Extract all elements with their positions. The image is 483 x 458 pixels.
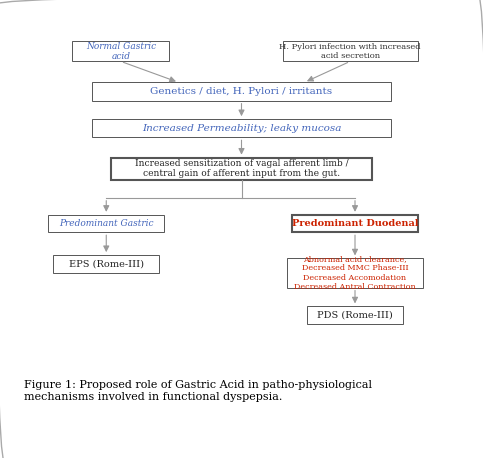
FancyBboxPatch shape [53, 255, 159, 273]
FancyBboxPatch shape [307, 306, 403, 324]
Text: Normal Gastric
acid: Normal Gastric acid [85, 42, 156, 61]
FancyBboxPatch shape [48, 215, 164, 232]
Text: Abnormal acid clearance,
Decreased MMC Phase-III
Decreased Accomodation
Decrease: Abnormal acid clearance, Decreased MMC P… [294, 255, 416, 291]
Text: Predominant Duodenal: Predominant Duodenal [292, 219, 418, 228]
Text: H. Pylori infection with increased
acid secretion: H. Pylori infection with increased acid … [279, 43, 421, 60]
FancyBboxPatch shape [92, 119, 391, 137]
FancyBboxPatch shape [92, 82, 391, 101]
FancyBboxPatch shape [72, 41, 169, 61]
Text: Predominant Gastric: Predominant Gastric [59, 219, 154, 228]
FancyBboxPatch shape [292, 215, 418, 232]
Text: Genetics / diet, H. Pylori / irritants: Genetics / diet, H. Pylori / irritants [150, 87, 333, 96]
FancyBboxPatch shape [111, 158, 372, 180]
FancyBboxPatch shape [287, 258, 423, 288]
Text: EPS (Rome-III): EPS (Rome-III) [69, 259, 144, 268]
Text: Figure 1: Proposed role of Gastric Acid in patho-physiological
mechanisms involv: Figure 1: Proposed role of Gastric Acid … [24, 380, 372, 402]
FancyBboxPatch shape [283, 41, 418, 61]
Text: Increased sensitization of vagal afferent limb /
central gain of afferent input : Increased sensitization of vagal afferen… [135, 159, 348, 178]
Text: PDS (Rome-III): PDS (Rome-III) [317, 311, 393, 320]
Text: Increased Permeability; leaky mucosa: Increased Permeability; leaky mucosa [142, 124, 341, 133]
